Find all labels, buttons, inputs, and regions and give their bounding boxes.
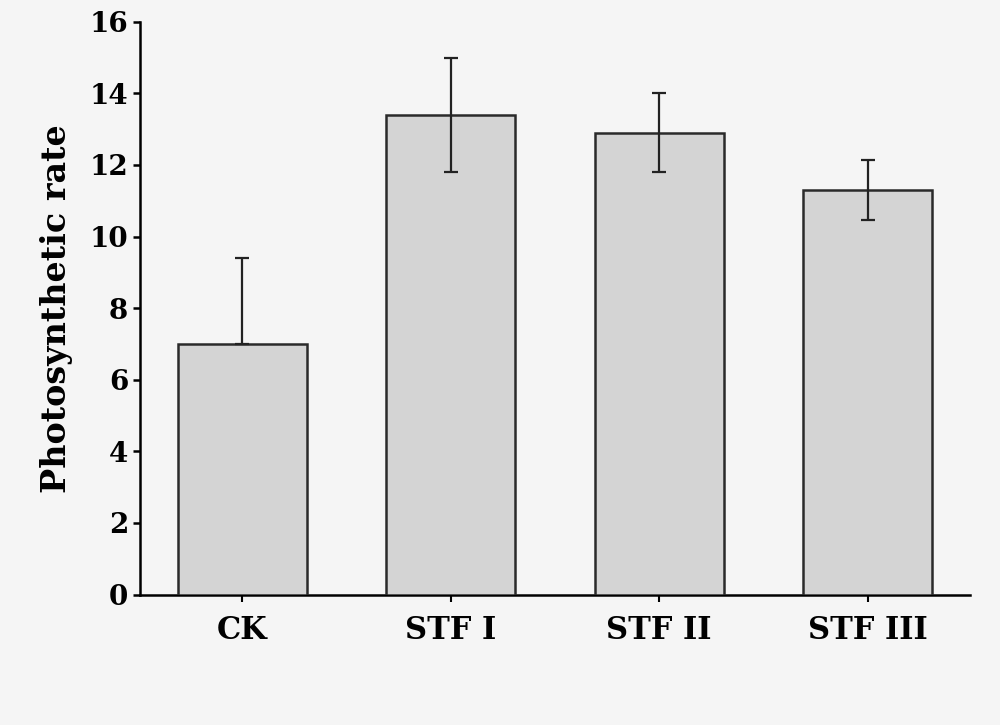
Bar (803, 190, 932, 594)
Bar (595, 133, 724, 594)
Y-axis label: Photosynthetic rate: Photosynthetic rate (40, 124, 73, 492)
Bar (386, 115, 515, 594)
Bar (178, 344, 307, 594)
